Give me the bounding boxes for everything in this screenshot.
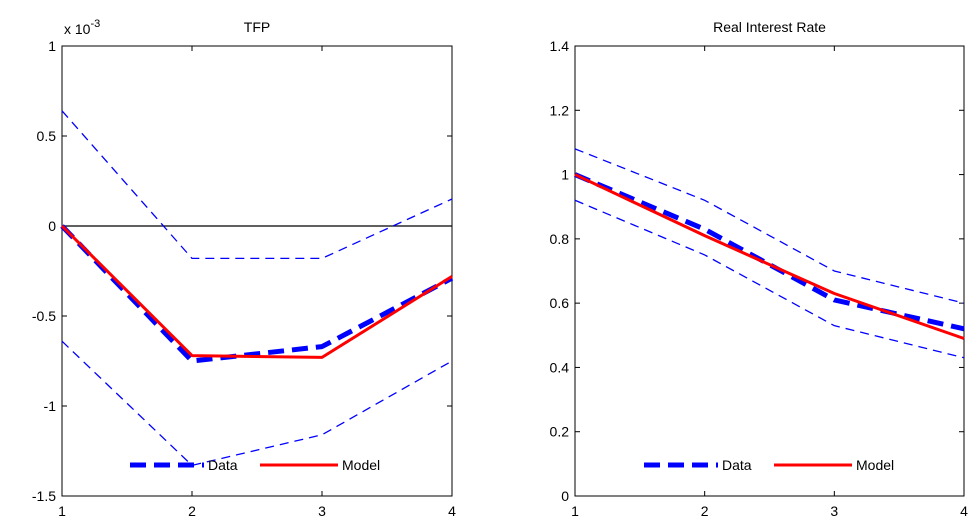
plot-area — [574, 45, 965, 497]
x-tick-label: 1 — [58, 503, 66, 519]
chart-title: Real Interest Rate — [713, 19, 826, 35]
legend-label-data: Data — [208, 457, 238, 473]
legend-label-model: Model — [342, 457, 380, 473]
legend: Data Model — [130, 457, 380, 473]
y-tick-label: 1 — [48, 38, 56, 54]
y-tick-label: 0.4 — [550, 359, 570, 375]
y-tick-label: 0.8 — [550, 231, 570, 247]
x-tick-label: 3 — [830, 503, 838, 519]
legend-label-model: Model — [856, 457, 894, 473]
x-tick-label: 2 — [188, 503, 196, 519]
confidence-band-upper — [574, 148, 965, 304]
y-tick-label: 1 — [561, 167, 569, 183]
x-tick-label: 4 — [448, 503, 456, 519]
plot-area — [61, 45, 453, 497]
confidence-band-upper — [61, 110, 453, 260]
series-line-model — [60, 224, 453, 359]
legend: Data Model — [644, 457, 894, 473]
y-tick-label: -1 — [44, 398, 57, 414]
axis-multiplier-exponent: -3 — [90, 18, 100, 30]
y-tick-label: 0.5 — [37, 128, 57, 144]
legend-label-data: Data — [722, 457, 752, 473]
series-line-model — [574, 173, 965, 340]
axis-multiplier-label: x 10-3 — [64, 18, 100, 37]
confidence-band-lower — [574, 199, 965, 359]
y-tick-label: 1.4 — [550, 38, 570, 54]
y-tick-label: -1.5 — [32, 488, 56, 504]
y-tick-label: 0 — [561, 488, 569, 504]
y-tick-label: 0.6 — [550, 295, 570, 311]
confidence-band-lower — [61, 340, 453, 467]
y-tick-label: 1.2 — [550, 102, 570, 118]
chart-title: TFP — [244, 19, 270, 35]
y-tick-label: 0.2 — [550, 424, 570, 440]
x-tick-label: 4 — [960, 503, 968, 519]
axis-multiplier-base: x 10 — [64, 21, 91, 37]
y-tick-label: 0 — [48, 218, 56, 234]
x-tick-label: 2 — [701, 503, 709, 519]
y-tick-label: -0.5 — [32, 308, 56, 324]
series-line-data — [60, 224, 454, 364]
x-tick-label: 1 — [571, 503, 579, 519]
x-tick-label: 3 — [318, 503, 326, 519]
